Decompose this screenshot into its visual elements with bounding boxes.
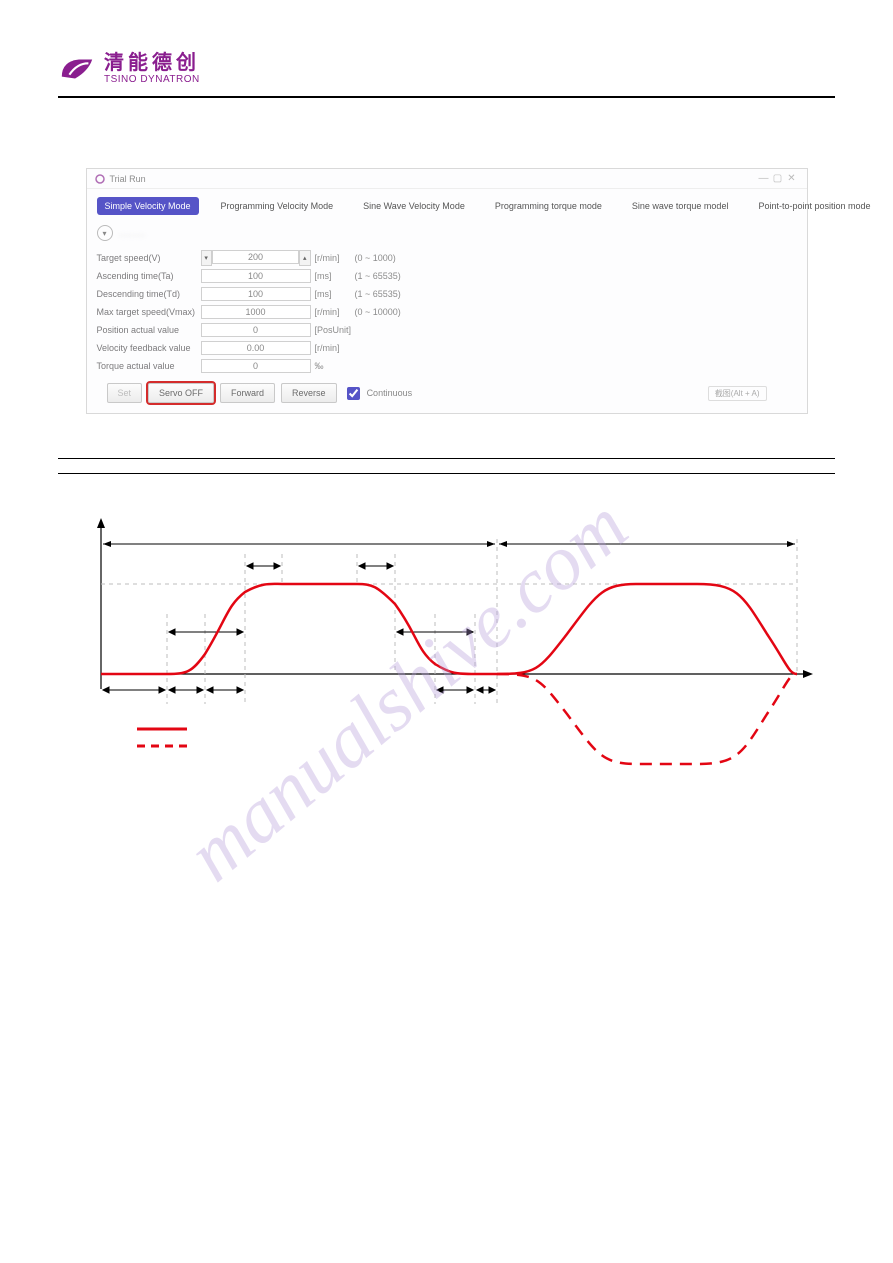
input-max-target-speed[interactable] bbox=[201, 305, 311, 319]
section-toggle[interactable]: ▾ ……… bbox=[97, 225, 797, 241]
range-ascending-time: (1 ~ 65535) bbox=[355, 271, 425, 281]
range-max-target-speed: (0 ~ 10000) bbox=[355, 307, 425, 317]
row-target-speed: Target speed(V) ▾ ▴ [r/min] (0 ~ 1000) bbox=[97, 249, 797, 267]
separator-rules bbox=[58, 458, 835, 474]
unit-torque-actual: ‰ bbox=[315, 361, 351, 371]
unit-descending-time: [ms] bbox=[315, 289, 351, 299]
label-target-speed: Target speed(V) bbox=[97, 253, 197, 263]
input-target-speed[interactable] bbox=[212, 250, 299, 264]
input-descending-time[interactable] bbox=[201, 287, 311, 301]
range-target-speed: (0 ~ 1000) bbox=[355, 253, 425, 263]
chevron-down-icon: ▾ bbox=[97, 225, 113, 241]
velocity-form: Target speed(V) ▾ ▴ [r/min] (0 ~ 1000) A… bbox=[87, 245, 807, 413]
row-torque-actual: Torque actual value ‰ bbox=[97, 357, 797, 375]
trial-run-window: Trial Run — ▢ ✕ Simple Velocity Mode Pro… bbox=[86, 168, 808, 414]
unit-target-speed: [r/min] bbox=[315, 253, 351, 263]
row-ascending-time: Ascending time(Ta) [ms] (1 ~ 65535) bbox=[97, 267, 797, 285]
tab-simple-velocity[interactable]: Simple Velocity Mode bbox=[97, 197, 199, 215]
window-close-button[interactable]: ✕ bbox=[785, 173, 799, 184]
reverse-button[interactable]: Reverse bbox=[281, 383, 337, 403]
label-max-target-speed: Max target speed(Vmax) bbox=[97, 307, 197, 317]
page-header: 清能德创 TSINO DYNATRON bbox=[58, 50, 835, 98]
value-position-actual bbox=[201, 323, 311, 337]
servo-off-button[interactable]: Servo OFF bbox=[148, 383, 214, 403]
unit-velocity-feedback: [r/min] bbox=[315, 343, 351, 353]
section-label: ……… bbox=[119, 228, 146, 238]
label-position-actual: Position actual value bbox=[97, 325, 197, 335]
continuous-label: Continuous bbox=[367, 388, 413, 398]
label-descending-time: Descending time(Td) bbox=[97, 289, 197, 299]
unit-position-actual: [PosUnit] bbox=[315, 325, 351, 335]
unit-max-target-speed: [r/min] bbox=[315, 307, 351, 317]
tab-programming-velocity[interactable]: Programming Velocity Mode bbox=[213, 197, 342, 215]
button-row: Set Servo OFF Forward Reverse Continuous… bbox=[97, 383, 797, 403]
tab-programming-torque[interactable]: Programming torque mode bbox=[487, 197, 610, 215]
spin-down[interactable]: ▾ bbox=[201, 250, 212, 266]
mode-tabbar: Simple Velocity Mode Programming Velocit… bbox=[87, 189, 807, 215]
window-minimize-button[interactable]: — bbox=[757, 173, 771, 184]
logo-icon bbox=[58, 50, 96, 88]
continuous-checkbox-input[interactable] bbox=[347, 387, 360, 400]
window-title: Trial Run bbox=[110, 174, 146, 184]
row-velocity-feedback: Velocity feedback value [r/min] bbox=[97, 339, 797, 357]
label-ascending-time: Ascending time(Ta) bbox=[97, 271, 197, 281]
set-button[interactable]: Set bbox=[107, 383, 143, 403]
row-position-actual: Position actual value [PosUnit] bbox=[97, 321, 797, 339]
tab-sine-velocity[interactable]: Sine Wave Velocity Mode bbox=[355, 197, 473, 215]
logo-en: TSINO DYNATRON bbox=[104, 74, 200, 85]
window-maximize-button[interactable]: ▢ bbox=[771, 173, 785, 184]
tab-sine-torque[interactable]: Sine wave torque model bbox=[624, 197, 737, 215]
label-velocity-feedback: Velocity feedback value bbox=[97, 343, 197, 353]
spin-up[interactable]: ▴ bbox=[299, 250, 310, 266]
logo-cn: 清能德创 bbox=[104, 53, 200, 74]
range-descending-time: (1 ~ 65535) bbox=[355, 289, 425, 299]
screenshot-hint: 截图(Alt + A) bbox=[708, 386, 767, 401]
unit-ascending-time: [ms] bbox=[315, 271, 351, 281]
logo-text: 清能德创 TSINO DYNATRON bbox=[104, 53, 200, 85]
label-torque-actual: Torque actual value bbox=[97, 361, 197, 371]
app-icon bbox=[95, 174, 105, 184]
velocity-diagram bbox=[58, 514, 835, 804]
tab-ptp-position[interactable]: Point-to-point position mode bbox=[750, 197, 878, 215]
row-descending-time: Descending time(Td) [ms] (1 ~ 65535) bbox=[97, 285, 797, 303]
value-torque-actual bbox=[201, 359, 311, 373]
row-max-target-speed: Max target speed(Vmax) [r/min] (0 ~ 1000… bbox=[97, 303, 797, 321]
input-ascending-time[interactable] bbox=[201, 269, 311, 283]
titlebar: Trial Run — ▢ ✕ bbox=[87, 169, 807, 189]
continuous-checkbox[interactable]: Continuous bbox=[343, 384, 413, 403]
value-velocity-feedback bbox=[201, 341, 311, 355]
forward-button[interactable]: Forward bbox=[220, 383, 275, 403]
